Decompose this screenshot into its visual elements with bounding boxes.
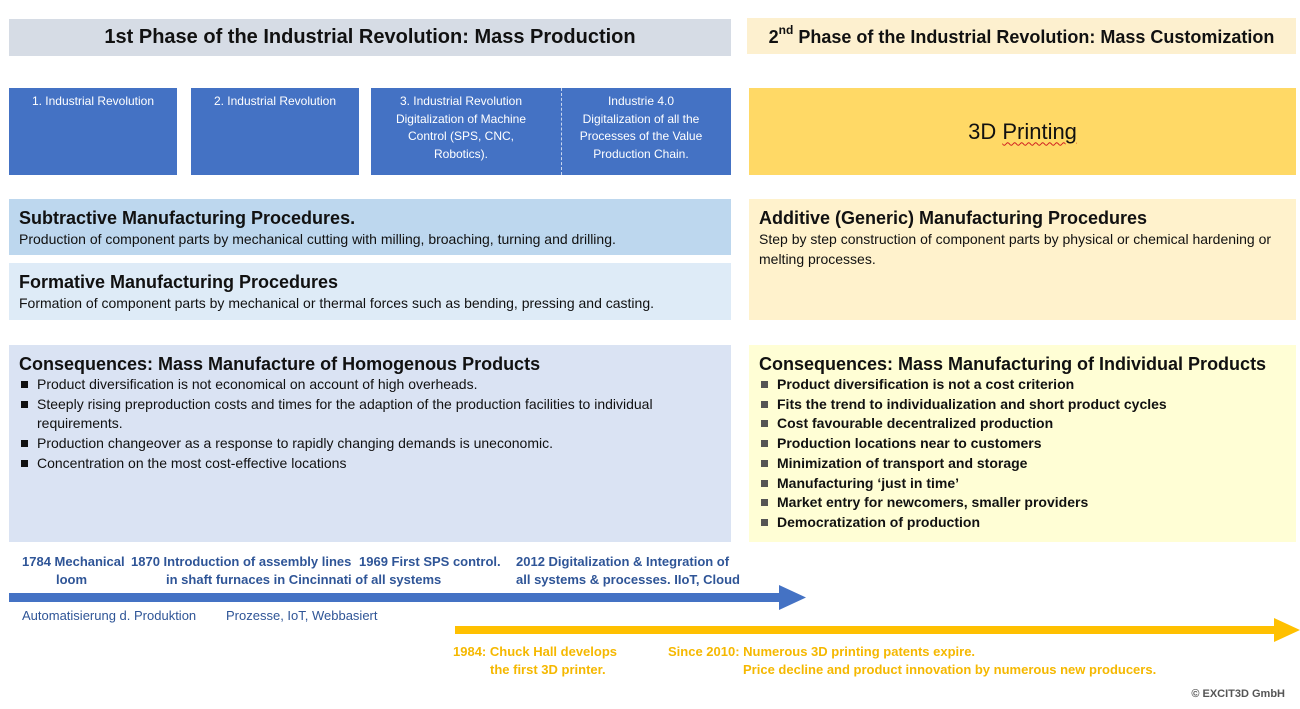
phase1-title: 1st Phase of the Industrial Revolution: … (104, 26, 636, 48)
industrie-4-text: Industrie 4.0 Digitalization of all the … (551, 93, 731, 163)
list-item: Production locations near to customers (759, 434, 1286, 454)
list-item: Product diversification is not economica… (19, 375, 721, 395)
phase2-title: 2nd Phase of the Industrial Revolution: … (768, 22, 1275, 48)
revolution-1-label: 1. Industrial Revolution (31, 94, 155, 108)
phase2-ordinal: 2 (768, 26, 779, 47)
additive-text: Step by step construction of component p… (759, 231, 1272, 267)
timeline-event-1870-continued: in shaft furnaces in Cincinnati of all s… (166, 571, 441, 589)
dashed-divider (561, 88, 562, 175)
yellow-event-line: the first 3D printer. (490, 662, 606, 677)
list-item: Steeply rising preproduction costs and t… (19, 395, 721, 434)
blue-timeline-arrow-head (779, 585, 806, 610)
subtractive-title: Subtractive Manufacturing Procedures. (19, 208, 356, 228)
yellow-event-line: 1984: Chuck Hall develops (453, 644, 618, 659)
revolution-3-text: 3. Industrial Revolution Digitalization … (371, 93, 551, 163)
list-item: Minimization of transport and storage (759, 454, 1286, 474)
timeline-event-line: 1870 Introduction of assembly lines (131, 554, 352, 569)
timeline-event-line: in shaft furnaces in Cincinnati of all s… (166, 572, 442, 587)
consequences-individual-title: Consequences: Mass Manufacturing of Indi… (759, 354, 1267, 374)
processes-label: Prozesse, IoT, Webbasiert (226, 608, 378, 623)
industrie-4-line: Industrie 4.0 (607, 94, 675, 108)
additive-title: Additive (Generic) Manufacturing Procedu… (759, 208, 1148, 228)
3d-printing-prefix: 3D (968, 118, 1003, 144)
phase2-header: 2nd Phase of the Industrial Revolution: … (747, 18, 1296, 54)
revolution-3-line: Control (SPS, CNC, (407, 129, 515, 143)
list-item: Concentration on the most cost-effective… (19, 454, 721, 474)
industrie-4-line: Digitalization of all the (582, 111, 700, 126)
industrie-4-line: Processes of the Value (579, 129, 703, 143)
yellow-timeline-arrow-head (1274, 618, 1300, 642)
revolution-3-line: 3. Industrial Revolution (399, 94, 523, 108)
additive-procedures-box: Additive (Generic) Manufacturing Procedu… (749, 199, 1296, 320)
timeline-event-line: 1784 Mechanical (22, 554, 125, 569)
timeline-event-line: all systems & processes. IIoT, Cloud (516, 572, 740, 587)
formative-title: Formative Manufacturing Procedures (19, 272, 339, 292)
timeline-event-line: 1969 First SPS control. (359, 554, 501, 569)
yellow-event-line: Since 2010: Numerous 3D printing patents… (668, 644, 976, 659)
timeline-event-line: 2012 Digitalization & Integration of (516, 554, 730, 569)
timeline-event-1784: 1784 Mechanical loom (22, 553, 125, 589)
formative-procedures-box: Formative Manufacturing Procedures Forma… (9, 263, 731, 320)
consequences-mass-box: Consequences: Mass Manufacture of Homoge… (9, 345, 731, 542)
list-item: Cost favourable decentralized production (759, 414, 1286, 434)
list-item: Market entry for newcomers, smaller prov… (759, 493, 1286, 513)
3d-printing-box: 3D Printing (749, 88, 1296, 175)
timeline-arrows (9, 585, 1300, 642)
list-item: Fits the trend to individualization and … (759, 395, 1286, 415)
consequences-individual-box: Consequences: Mass Manufacturing of Indi… (749, 345, 1296, 542)
3d-printing-label: 3D Printing (968, 119, 1077, 145)
timeline-event-1969: 1969 First SPS control. (359, 553, 501, 571)
formative-text: Formation of component parts by mechanic… (19, 295, 654, 311)
list-item: Product diversification is not a cost cr… (759, 375, 1286, 395)
yellow-event-2010: Since 2010: Numerous 3D printing patents… (668, 643, 1156, 679)
yellow-event-line: Price decline and product innovation by … (743, 662, 1157, 677)
revolution-3-line: Robotics). (433, 146, 489, 161)
industrie-4-line: Production Chain. (593, 146, 689, 161)
3d-printing-word: Printing (1002, 118, 1077, 144)
consequences-individual-list: Product diversification is not a cost cr… (759, 375, 1286, 533)
automation-label: Automatisierung d. Produktion (22, 608, 197, 623)
revolution-1-box: 1. Industrial Revolution (9, 88, 177, 175)
phase1-header: 1st Phase of the Industrial Revolution: … (9, 19, 731, 56)
list-item: Manufacturing ‘just in time’ (759, 474, 1286, 494)
revolution-3-line: Digitalization of Machine (395, 111, 527, 126)
copyright: © EXCIT3D GmbH (1191, 688, 1285, 700)
phase2-superscript: nd (778, 22, 794, 37)
phase2-title-rest: Phase of the Industrial Revolution: Mass… (793, 26, 1275, 47)
timeline-event-2012: 2012 Digitalization & Integration of all… (516, 553, 740, 589)
timeline-event-line: loom (56, 572, 88, 587)
subtractive-text: Production of component parts by mechani… (19, 231, 616, 247)
consequences-mass-title: Consequences: Mass Manufacture of Homoge… (19, 354, 541, 374)
blue-timeline-arrow-shaft (9, 593, 781, 602)
yellow-event-1984: 1984: Chuck Hall develops the first 3D p… (453, 643, 617, 679)
list-item: Production changeover as a response to r… (19, 434, 721, 454)
list-item: Democratization of production (759, 513, 1286, 533)
revolution-2-box: 2. Industrial Revolution (191, 88, 359, 175)
timeline-event-1870: 1870 Introduction of assembly lines (131, 553, 371, 571)
revolution-3-and-4-box: 3. Industrial Revolution Digitalization … (371, 88, 731, 175)
subtractive-procedures-box: Subtractive Manufacturing Procedures. Pr… (9, 199, 731, 255)
revolution-2-label: 2. Industrial Revolution (213, 94, 337, 108)
yellow-timeline-arrow-shaft (455, 626, 1277, 634)
consequences-mass-list: Product diversification is not economica… (19, 375, 721, 474)
